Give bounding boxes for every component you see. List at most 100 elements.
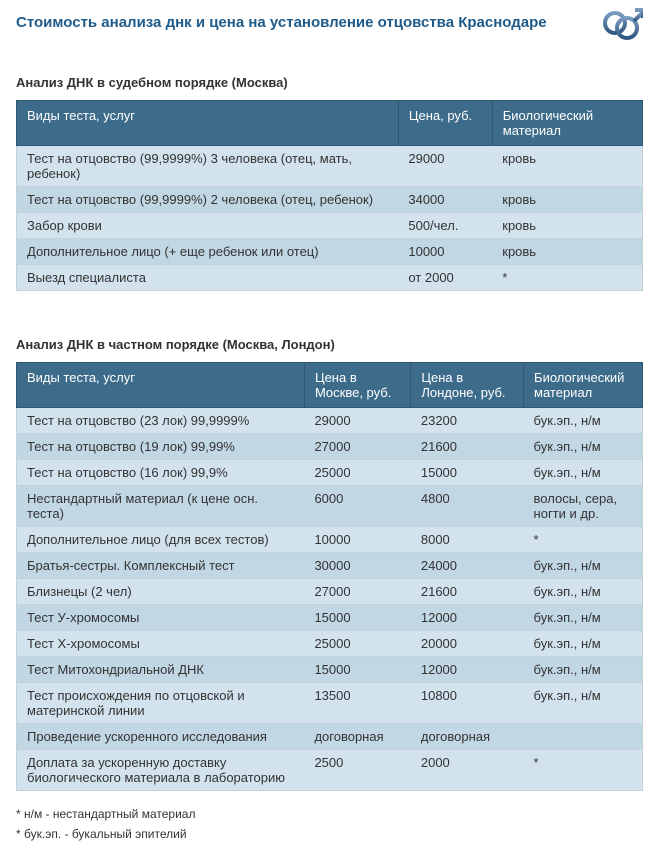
- table-cell: Тест на отцовство (99,9999%) 3 человека …: [17, 146, 399, 187]
- table-row: Дополнительное лицо (для всех тестов)100…: [17, 527, 643, 553]
- table-cell: Тест происхождения по отцовской и матери…: [17, 683, 305, 724]
- table-cell: 2000: [411, 750, 524, 791]
- table-private-header: Цена в Лондоне, руб.: [411, 363, 524, 408]
- table-cell: Тест Митохондриальной ДНК: [17, 657, 305, 683]
- table-cell: 2500: [304, 750, 410, 791]
- table-row: Тест на отцовство (19 лок) 99,99%2700021…: [17, 434, 643, 460]
- table-cell: кровь: [492, 187, 642, 213]
- table-row: Тест на отцовство (99,9999%) 3 человека …: [17, 146, 643, 187]
- table-cell: бук.эп., н/м: [524, 553, 643, 579]
- table-cell: 15000: [304, 657, 410, 683]
- table-judicial-header: Биологический материал: [492, 101, 642, 146]
- table-cell: Тест на отцовство (23 лок) 99,9999%: [17, 408, 305, 434]
- table-cell: 34000: [398, 187, 492, 213]
- table-row: Нестандартный материал (к цене осн. тест…: [17, 486, 643, 527]
- table-cell: Нестандартный материал (к цене осн. тест…: [17, 486, 305, 527]
- table-cell: договорная: [411, 724, 524, 750]
- table-cell: кровь: [492, 146, 642, 187]
- table-cell: 25000: [304, 631, 410, 657]
- footnotes: * н/м - нестандартный материал * бук.эп. …: [16, 807, 643, 841]
- table-cell: бук.эп., н/м: [524, 683, 643, 724]
- table-cell: 500/чел.: [398, 213, 492, 239]
- table-cell: 15000: [304, 605, 410, 631]
- table-cell: бук.эп., н/м: [524, 605, 643, 631]
- table-cell: 27000: [304, 579, 410, 605]
- table-cell: 21600: [411, 434, 524, 460]
- table-cell: 24000: [411, 553, 524, 579]
- table-row: Близнецы (2 чел)2700021600бук.эп., н/м: [17, 579, 643, 605]
- table-cell: 8000: [411, 527, 524, 553]
- table-cell: 20000: [411, 631, 524, 657]
- table-row: Тест Х-хромосомы2500020000бук.эп., н/м: [17, 631, 643, 657]
- table-row: Тест Митохондриальной ДНК1500012000бук.э…: [17, 657, 643, 683]
- table-cell: 29000: [398, 146, 492, 187]
- table-cell: 29000: [304, 408, 410, 434]
- table-row: Выезд специалистаот 2000*: [17, 265, 643, 291]
- table-row: Доплата за ускоренную доставку биологиче…: [17, 750, 643, 791]
- table-cell: бук.эп., н/м: [524, 434, 643, 460]
- table-cell: *: [492, 265, 642, 291]
- table-cell: *: [524, 750, 643, 791]
- table-cell: бук.эп., н/м: [524, 579, 643, 605]
- table-cell: 10800: [411, 683, 524, 724]
- table-cell: бук.эп., н/м: [524, 631, 643, 657]
- table-cell: Тест на отцовство (99,9999%) 2 человека …: [17, 187, 399, 213]
- table-private-header: Виды теста, услуг: [17, 363, 305, 408]
- table-cell: кровь: [492, 213, 642, 239]
- table-cell: 12000: [411, 605, 524, 631]
- table-row: Тест на отцовство (23 лок) 99,9999%29000…: [17, 408, 643, 434]
- footnote-line: * н/м - нестандартный материал: [16, 807, 643, 821]
- gender-icon: [597, 6, 643, 51]
- table-cell: *: [524, 527, 643, 553]
- table-cell: Тест Х-хромосомы: [17, 631, 305, 657]
- table-private-header: Цена в Москве, руб.: [304, 363, 410, 408]
- table-row: Тест происхождения по отцовской и матери…: [17, 683, 643, 724]
- table-cell: 25000: [304, 460, 410, 486]
- table-cell: 6000: [304, 486, 410, 527]
- table-cell: бук.эп., н/м: [524, 657, 643, 683]
- table-cell: 23200: [411, 408, 524, 434]
- table-cell: Тест на отцовство (16 лок) 99,9%: [17, 460, 305, 486]
- table-row: Забор крови500/чел.кровь: [17, 213, 643, 239]
- table-row: Братья-сестры. Комплексный тест300002400…: [17, 553, 643, 579]
- table-row: Тест на отцовство (99,9999%) 2 человека …: [17, 187, 643, 213]
- table-private: Виды теста, услугЦена в Москве, руб.Цена…: [16, 362, 643, 791]
- table-cell: Дополнительное лицо (+ еще ребенок или о…: [17, 239, 399, 265]
- table-cell: бук.эп., н/м: [524, 460, 643, 486]
- section2-title: Анализ ДНК в частном порядке (Москва, Ло…: [16, 337, 643, 352]
- table-cell: Проведение ускоренного исследования: [17, 724, 305, 750]
- table-cell: договорная: [304, 724, 410, 750]
- table-cell: 27000: [304, 434, 410, 460]
- page-title-row: Стоимость анализа днк и цена на установл…: [16, 12, 643, 51]
- table-row: Проведение ускоренного исследованиядогов…: [17, 724, 643, 750]
- table-cell: Дополнительное лицо (для всех тестов): [17, 527, 305, 553]
- table-cell: 12000: [411, 657, 524, 683]
- table-judicial: Виды теста, услугЦена, руб.Биологический…: [16, 100, 643, 291]
- table-cell: 21600: [411, 579, 524, 605]
- table-cell: бук.эп., н/м: [524, 408, 643, 434]
- table-row: Дополнительное лицо (+ еще ребенок или о…: [17, 239, 643, 265]
- table-cell: Братья-сестры. Комплексный тест: [17, 553, 305, 579]
- table-cell: 4800: [411, 486, 524, 527]
- table-cell: 10000: [304, 527, 410, 553]
- table-row: Тест У-хромосомы1500012000бук.эп., н/м: [17, 605, 643, 631]
- table-cell: 13500: [304, 683, 410, 724]
- table-cell: Близнецы (2 чел): [17, 579, 305, 605]
- table-judicial-header: Цена, руб.: [398, 101, 492, 146]
- table-cell: Забор крови: [17, 213, 399, 239]
- table-cell: волосы, сера, ногти и др.: [524, 486, 643, 527]
- table-row: Тест на отцовство (16 лок) 99,9%25000150…: [17, 460, 643, 486]
- table-cell: Тест на отцовство (19 лок) 99,99%: [17, 434, 305, 460]
- table-cell: Тест У-хромосомы: [17, 605, 305, 631]
- table-cell: кровь: [492, 239, 642, 265]
- table-cell: Выезд специалиста: [17, 265, 399, 291]
- table-cell: от 2000: [398, 265, 492, 291]
- section1-title: Анализ ДНК в судебном порядке (Москва): [16, 75, 643, 90]
- table-cell: [524, 724, 643, 750]
- table-private-header: Биологический материал: [524, 363, 643, 408]
- page-title: Стоимость анализа днк и цена на установл…: [16, 12, 547, 31]
- table-cell: 10000: [398, 239, 492, 265]
- footnote-line: * бук.эп. - букальный эпителий: [16, 827, 643, 841]
- table-cell: 15000: [411, 460, 524, 486]
- table-cell: Доплата за ускоренную доставку биологиче…: [17, 750, 305, 791]
